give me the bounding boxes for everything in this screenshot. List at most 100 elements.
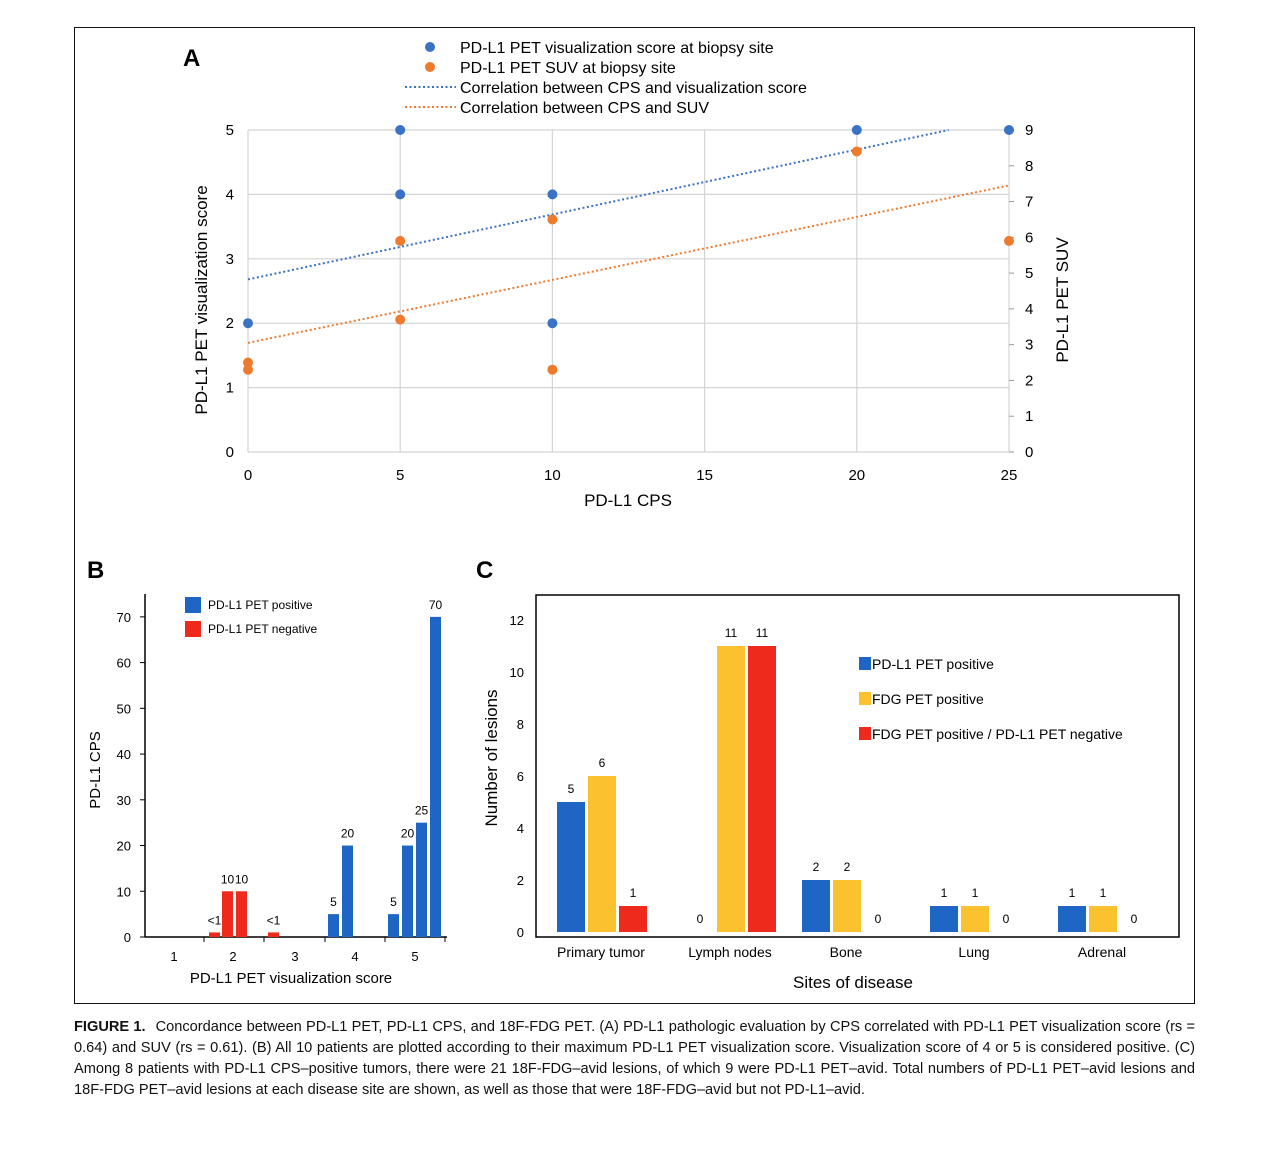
chart-b-legend-swatch — [185, 621, 201, 637]
chart-b-bar-label: <1 — [208, 913, 222, 927]
chart-b-ytick-label: 20 — [117, 839, 131, 854]
chart-c-bar-label: 0 — [1003, 912, 1010, 926]
chart-a-point — [395, 314, 406, 325]
chart-c-bar-label: 5 — [568, 782, 575, 796]
chart-c-bar-label: 0 — [697, 912, 704, 926]
chart-b-ytick-label: 30 — [117, 793, 131, 808]
chart-a-xtick-label: 0 — [244, 467, 252, 484]
chart-c-legend-swatch — [859, 727, 871, 740]
chart-c-bar-label: 0 — [1131, 912, 1138, 926]
chart-a-ytick-label: 1 — [226, 380, 234, 397]
chart-a-xtick-label: 15 — [696, 467, 713, 484]
chart-a-xtick-label: 25 — [1001, 467, 1018, 484]
chart-a-xlabel: PD-L1 CPS — [584, 491, 672, 510]
chart-c-xtick-label: Lymph nodes — [688, 944, 772, 960]
chart-c-bar-label: 1 — [630, 886, 637, 900]
chart-a-xtick-label: 10 — [544, 467, 561, 484]
chart-a-y2tick-label: 4 — [1025, 301, 1033, 318]
chart-b-legend-swatch — [185, 597, 201, 613]
chart-c-ylabel: Number of lesions — [482, 689, 501, 826]
chart-a-point — [395, 125, 406, 135]
panel-letter-a: A — [183, 45, 200, 72]
chart-a-point — [243, 364, 253, 375]
chart-a-point — [1004, 125, 1014, 135]
chart-c-xlabel: Sites of disease — [793, 973, 913, 992]
chart-b-ytick-label: 50 — [117, 701, 131, 716]
chart-b-xtick-label: 5 — [411, 949, 418, 964]
chart-a-point — [547, 189, 558, 200]
chart-c-bar — [930, 906, 958, 932]
chart-c-bar — [1058, 906, 1086, 932]
chart-b-bar — [416, 822, 427, 937]
chart-c-xtick-label: Lung — [958, 944, 989, 960]
chart-a-point — [851, 146, 862, 157]
chart-a-trendline — [247, 184, 1010, 344]
chart-a-y2tick-label: 2 — [1025, 372, 1033, 389]
chart-c-ytick-label: 10 — [510, 665, 524, 680]
chart-c-plot-border — [535, 594, 1180, 938]
chart-a-point — [851, 125, 862, 135]
chart-b-bar-label: 10 — [221, 872, 235, 886]
chart-b-bar-label: 25 — [415, 804, 429, 818]
chart-a-y2tick-label: 5 — [1025, 265, 1033, 282]
caption-label: FIGURE 1. — [74, 1019, 146, 1035]
chart-c-ytick-label: 6 — [517, 769, 524, 784]
chart-a-point — [1004, 235, 1014, 246]
chart-a-point — [547, 318, 558, 329]
chart-b-legend-label: PD-L1 PET negative — [208, 622, 317, 636]
chart-a-y2tick-label: 1 — [1025, 408, 1033, 425]
chart-a-legend-marker — [425, 42, 435, 52]
chart-a-y2tick-label: 7 — [1025, 194, 1033, 211]
chart-a-ylabel: PD-L1 PET visualization score — [192, 185, 211, 414]
chart-a-ytick-label: 0 — [226, 444, 234, 461]
chart-c-xtick-label: Primary tumor — [557, 944, 645, 960]
chart-a-y2label: PD-L1 PET SUV — [1053, 237, 1072, 363]
chart-a-ytick-label: 5 — [226, 122, 234, 139]
chart-c-ytick-label: 2 — [517, 873, 524, 888]
chart-a-legend-label: PD-L1 PET SUV at biopsy site — [460, 60, 676, 77]
chart-a-legend-label: Correlation between CPS and SUV — [460, 100, 709, 117]
chart-c-bar-label: 2 — [844, 860, 851, 874]
chart-b-ytick-label: 40 — [117, 747, 131, 762]
chart-c-bar — [802, 880, 830, 932]
chart-c-bar-label: 1 — [1069, 886, 1076, 900]
chart-c-bar — [557, 802, 585, 932]
chart-a-y2tick-label: 6 — [1025, 229, 1033, 246]
chart-c-bar-label: 1 — [941, 886, 948, 900]
chart-c-xtick-label: Adrenal — [1078, 944, 1126, 960]
chart-b-bar — [328, 914, 339, 937]
chart-c-legend-label: PD-L1 PET positive — [872, 656, 994, 672]
panel-letter-b: B — [87, 557, 104, 584]
chart-c-bar-label: 1 — [972, 886, 979, 900]
chart-c-ytick-label: 12 — [510, 613, 524, 628]
chart-c-bar-label: 2 — [813, 860, 820, 874]
chart-a-ytick-label: 4 — [226, 186, 234, 203]
chart-a-point — [243, 318, 253, 329]
chart-b-bar — [222, 891, 233, 937]
chart-b-bar-label: <1 — [267, 913, 281, 927]
chart-c-ytick-label: 8 — [517, 717, 524, 732]
chart-a-y2tick-label: 8 — [1025, 158, 1033, 175]
chart-b-bar-label: 70 — [429, 598, 443, 612]
chart-c-bar-label: 11 — [756, 626, 769, 640]
chart-c-legend-swatch — [859, 692, 871, 705]
caption-text: Concordance between PD-L1 PET, PD-L1 CPS… — [74, 1019, 1196, 1098]
chart-a-legend-label: Correlation between CPS and visualizatio… — [460, 80, 807, 97]
chart-a-point — [243, 357, 253, 368]
chart-c-bar — [1089, 906, 1117, 932]
chart-b-ytick-label: 0 — [124, 930, 131, 945]
figure-frame — [74, 27, 1195, 1004]
chart-a-point — [395, 189, 406, 200]
chart-a-point — [547, 364, 558, 375]
chart-a-y2tick-label: 9 — [1025, 122, 1033, 139]
chart-c-xtick-label: Bone — [830, 944, 863, 960]
chart-c-bar — [833, 880, 861, 932]
chart-a: 0 1 2 3 4 5 0 5 10 15 20 25 0 1 2 3 4 5 6 7 8 9 PD-L1 CPS PD-L1… — [192, 40, 1072, 510]
chart-c-bar — [961, 906, 989, 932]
chart-a-xtick-label: 20 — [848, 467, 865, 484]
chart-a-xtick-label: 5 — [396, 467, 404, 484]
chart-c-legend-swatch — [859, 657, 871, 670]
